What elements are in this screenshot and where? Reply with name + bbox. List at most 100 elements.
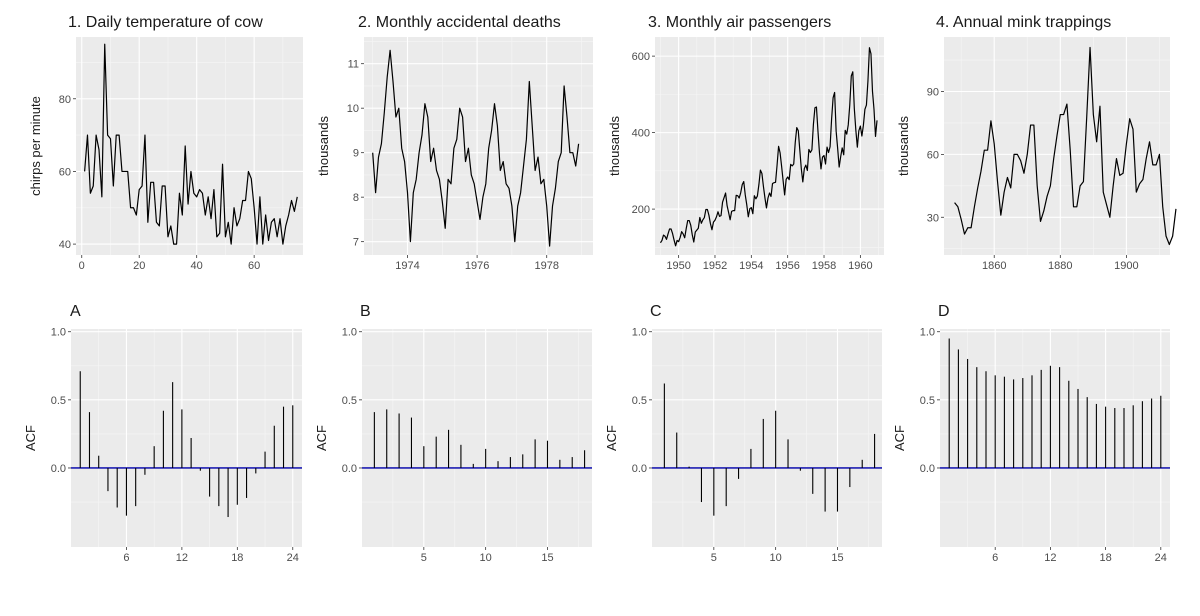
y-tick-label: 9 <box>353 148 359 160</box>
panel-title: B <box>360 303 371 320</box>
y-axis-label: ACF <box>604 425 619 451</box>
y-tick-label: 11 <box>348 59 359 71</box>
x-tick-label: 24 <box>287 552 299 564</box>
x-tick-label: 1976 <box>465 260 489 272</box>
x-tick-label: 1978 <box>534 260 558 272</box>
panel-acf-c: C 5 10 15 0.0 0.5 1.0 ACF <box>604 303 890 573</box>
y-axis-label: ACF <box>892 425 907 451</box>
chart-air-passengers: 1950 1952 1954 1956 1958 1960 200 400 600 thousan… <box>607 37 884 272</box>
panel-acf-a: A 6 12 18 24 0.0 0.5 1.0 ACF <box>23 303 310 573</box>
plot-background <box>71 329 302 547</box>
y-tick-label: 1.0 <box>920 327 935 339</box>
x-tick-label: 1860 <box>982 260 1006 272</box>
y-tick-label: 10 <box>347 103 359 115</box>
y-tick-label: 200 <box>632 204 650 216</box>
chart-acf-c: 5 10 15 0.0 0.5 1.0 ACF <box>604 327 882 564</box>
y-tick-label: 400 <box>632 128 650 140</box>
series-line <box>372 49 580 247</box>
x-tick-label: 10 <box>770 552 782 564</box>
y-tick-label: 30 <box>927 212 939 224</box>
x-tick-label: 0 <box>79 260 85 272</box>
plot-background <box>944 37 1170 255</box>
y-tick-label: 0.5 <box>51 395 66 407</box>
series-line <box>84 43 298 245</box>
plot-background <box>940 329 1170 547</box>
y-axis-label: ACF <box>23 425 38 451</box>
y-tick-label: 8 <box>353 192 359 204</box>
y-tick-label: 0.5 <box>632 395 647 407</box>
y-axis-label: chirps per minute <box>28 96 43 196</box>
y-tick-label: 60 <box>927 149 939 161</box>
x-tick-label: 1880 <box>1048 260 1072 272</box>
x-tick-label: 1952 <box>703 260 727 272</box>
plot-background <box>76 37 303 255</box>
panel-title: 2. Monthly accidental deaths <box>358 14 561 31</box>
chart-mink-trappings: 1860 1880 1900 30 60 90 thousands <box>896 37 1177 272</box>
plot-background <box>362 329 592 547</box>
y-tick-label: 60 <box>59 166 71 178</box>
x-tick-label: 6 <box>992 552 998 564</box>
x-tick-label: 15 <box>541 552 553 564</box>
y-axis-label: thousands <box>896 116 911 176</box>
y-tick-label: 1.0 <box>51 327 66 339</box>
x-tick-label: 12 <box>176 552 188 564</box>
panel-title: C <box>650 303 662 320</box>
y-tick-label: 1.0 <box>632 327 647 339</box>
x-tick-label: 18 <box>231 552 243 564</box>
y-tick-label: 0.0 <box>632 463 647 475</box>
x-tick-label: 18 <box>1099 552 1111 564</box>
panel-mink-trappings: 4. Annual mink trappings 1860 1880 1900 30 6… <box>896 14 1177 284</box>
y-tick-label: 1.0 <box>342 327 357 339</box>
panel-cow-temperature: 1. Daily temperature of cow 0 20 40 60 40 60 8… <box>28 14 308 284</box>
plot-background <box>364 37 593 255</box>
panel-acf-d: D 6 12 18 24 0.0 0.5 1.0 ACF <box>892 303 1178 573</box>
y-axis-label: thousands <box>607 116 622 176</box>
panel-accidental-deaths: 2. Monthly accidental deaths 1974 1976 197… <box>316 14 598 284</box>
y-axis-label: ACF <box>314 425 329 451</box>
x-tick-label: 1974 <box>395 260 419 272</box>
y-axis-label: thousands <box>316 116 331 176</box>
panel-title: 4. Annual mink trappings <box>936 14 1112 31</box>
panel-air-passengers: 3. Monthly air passengers 1950 1952 1954 19… <box>607 14 888 284</box>
panel-title: 3. Monthly air passengers <box>648 14 832 31</box>
y-tick-label: 0.5 <box>920 395 935 407</box>
y-tick-label: 90 <box>927 87 939 99</box>
panel-title: D <box>938 303 950 320</box>
x-tick-label: 5 <box>421 552 427 564</box>
chart-acf-b: 5 10 15 0.0 0.5 1.0 ACF <box>314 327 592 564</box>
y-tick-label: 80 <box>59 94 71 106</box>
chart-acf-d: 6 12 18 24 0.0 0.5 1.0 ACF <box>892 327 1170 564</box>
x-tick-label: 6 <box>123 552 129 564</box>
x-tick-label: 1954 <box>739 260 763 272</box>
x-tick-label: 40 <box>191 260 203 272</box>
chart-accidental-deaths: 1974 1976 1978 7 8 9 10 11 thousands <box>316 37 593 272</box>
chart-acf-a: 6 12 18 24 0.0 0.5 1.0 ACF <box>23 327 302 564</box>
y-tick-label: 0.0 <box>920 463 935 475</box>
panel-title: A <box>70 303 81 320</box>
x-tick-label: 24 <box>1155 552 1167 564</box>
x-tick-label: 60 <box>248 260 260 272</box>
y-tick-label: 40 <box>59 239 71 251</box>
x-tick-label: 1900 <box>1114 260 1138 272</box>
y-tick-label: 0.0 <box>51 463 66 475</box>
x-tick-label: 1956 <box>775 260 799 272</box>
x-tick-label: 5 <box>711 552 717 564</box>
plot-background <box>652 329 882 547</box>
series-line <box>659 47 878 247</box>
panel-acf-b: B 5 10 15 0.0 0.5 1.0 ACF <box>314 303 600 573</box>
x-tick-label: 15 <box>831 552 843 564</box>
x-tick-label: 1958 <box>812 260 836 272</box>
y-tick-label: 600 <box>632 51 650 63</box>
x-tick-label: 1960 <box>848 260 872 272</box>
chart-cow-temperature: 0 20 40 60 40 60 80 chirps per minute <box>28 37 303 272</box>
series-line <box>954 46 1177 246</box>
y-tick-label: 7 <box>353 237 359 249</box>
y-tick-label: 0.0 <box>342 463 357 475</box>
y-tick-label: 0.5 <box>342 395 357 407</box>
panel-title: 1. Daily temperature of cow <box>68 14 263 31</box>
x-tick-label: 12 <box>1044 552 1056 564</box>
x-tick-label: 10 <box>480 552 492 564</box>
x-tick-label: 20 <box>133 260 145 272</box>
x-tick-label: 1950 <box>666 260 690 272</box>
